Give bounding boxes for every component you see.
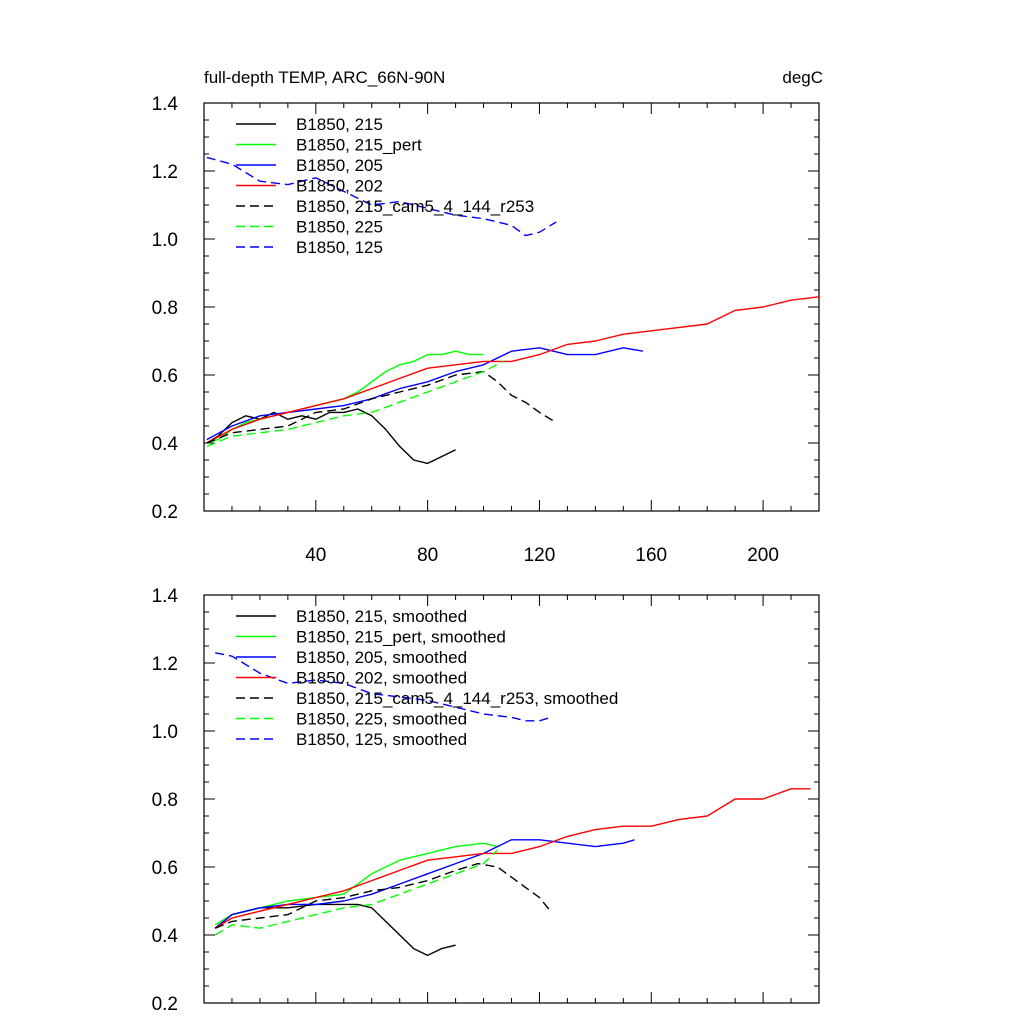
legend-label: B1850, 215 (296, 115, 383, 134)
figure-title-right: degC (782, 68, 823, 87)
legend-label: B1850, 202, smoothed (296, 669, 467, 688)
series-line-2 (214, 842, 498, 926)
figure-title-left: full-depth TEMP, ARC_66N-90N (204, 68, 445, 87)
series-line-6 (206, 360, 504, 448)
series-line-5 (214, 862, 552, 929)
y-tick-label: 0.8 (152, 298, 178, 319)
y-tick-label: 1.4 (152, 586, 179, 607)
x-tick-label: 160 (635, 545, 667, 566)
series-line-3 (206, 347, 644, 441)
series-line-4 (206, 296, 820, 444)
y-tick-label: 1.2 (152, 162, 178, 183)
y-tick-label: 0.8 (152, 790, 178, 811)
y-tick-label: 1.4 (152, 94, 179, 115)
y-tick-label: 0.4 (152, 926, 179, 947)
y-tick-label: 0.6 (152, 366, 178, 387)
legend-label: B1850, 225, smoothed (296, 710, 467, 729)
y-tick-label: 1.0 (152, 230, 178, 251)
y-tick-label: 1.0 (152, 722, 178, 743)
x-tick-label: 80 (417, 545, 438, 566)
series-line-6 (214, 849, 498, 936)
series-line-1 (214, 903, 456, 957)
legend-label: B1850, 215, smoothed (296, 607, 467, 626)
bottom-panel: 0.2 0.4 0.6 0.8 1.0 1.2 1.4 B1850, 215, smoothe… (152, 586, 820, 1015)
legend-label: B1850, 202 (296, 177, 383, 196)
series-line-4 (214, 788, 811, 929)
x-tick-label: 200 (747, 545, 779, 566)
legend-label: B1850, 125, smoothed (296, 730, 467, 749)
y-tick-label: 0.6 (152, 858, 178, 879)
legend-label: B1850, 215_pert, smoothed (296, 628, 506, 647)
legend-label: B1850, 215_pert (296, 136, 422, 155)
legend-label: B1850, 205 (296, 156, 383, 175)
x-tick-label: 120 (524, 545, 556, 566)
y-tick-label: 0.4 (152, 434, 179, 455)
legend-label: B1850, 125 (296, 238, 383, 257)
legend-label: B1850, 215_cam5_4_144_r253 (296, 197, 534, 216)
legend-label: B1850, 225 (296, 218, 383, 237)
legend-label: B1850, 205, smoothed (296, 648, 467, 667)
series-line-2 (206, 350, 484, 444)
series-line-7 (215, 652, 551, 722)
y-tick-label: 1.2 (152, 654, 178, 675)
y-tick-label: 0.2 (152, 502, 178, 523)
series-line-3 (214, 839, 635, 929)
series-line-5 (206, 370, 557, 444)
y-tick-label: 0.2 (152, 994, 178, 1015)
series-line-1 (206, 408, 456, 465)
x-tick-label: 40 (305, 545, 326, 566)
legend-label: B1850, 215_cam5_4_144_r253, smoothed (296, 689, 618, 708)
top-panel: 0.2 0.4 0.6 0.8 1.0 1.2 1.4 40 80 120 160 200 B1850,… (152, 94, 820, 566)
